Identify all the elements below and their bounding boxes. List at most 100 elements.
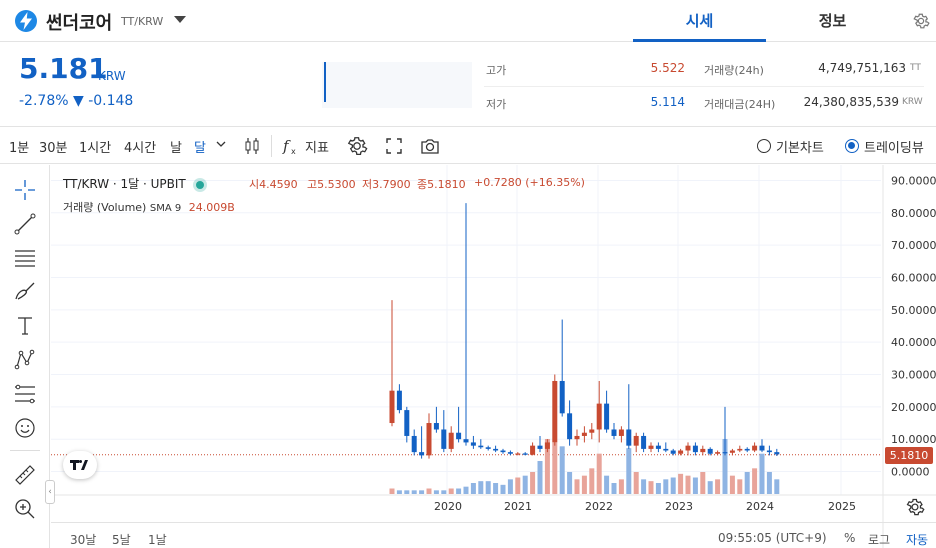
candle-body [389, 390, 395, 424]
volume-bar [574, 479, 580, 494]
y-tick-label: 70.0000 [891, 239, 936, 252]
chevron-down-icon[interactable] [214, 137, 228, 151]
volume-bar [530, 472, 536, 494]
candle-body [663, 448, 669, 451]
svg-text:x: x [291, 147, 296, 156]
crosshair-icon[interactable] [12, 177, 38, 203]
ruler-icon[interactable] [12, 462, 38, 488]
candle-body [685, 445, 691, 451]
emoji-icon[interactable] [12, 415, 38, 441]
range-1d[interactable]: 1날 [148, 533, 167, 547]
y-tick-label: 90.0000 [891, 174, 936, 187]
volume-value: 4,749,751,163 [818, 61, 906, 75]
volume-bar [537, 461, 543, 494]
low-value: 5.114 [650, 95, 685, 109]
volume-bar [663, 479, 669, 494]
volume-bar [589, 468, 595, 494]
x-tick-label: 2022 [585, 500, 613, 513]
volume-bar [692, 477, 698, 494]
volume-bar [522, 475, 528, 494]
tab-info[interactable]: 정보 [818, 12, 847, 30]
volume-bar [737, 479, 743, 494]
range-5d[interactable]: 5날 [112, 533, 131, 547]
candle-body [485, 447, 491, 449]
chevron-down-icon[interactable] [174, 16, 186, 23]
candle-body [559, 380, 565, 414]
low-label: 저가 [486, 98, 507, 111]
interval-1m[interactable]: 1분 [9, 141, 30, 156]
auto-toggle[interactable]: 자동 [906, 533, 929, 547]
candle-body [722, 452, 728, 454]
volume-bar [515, 477, 521, 494]
price-currency: KRW [98, 69, 126, 83]
y-tick-label: 0.0000 [891, 466, 930, 479]
candle-body [456, 432, 462, 440]
fib-icon[interactable] [12, 381, 38, 407]
volume-title: 거래량 (Volume) [63, 201, 147, 214]
amount-value: 24,380,835,539 [803, 95, 899, 109]
high-label: 고가 [486, 64, 507, 77]
percent-toggle[interactable]: % [844, 531, 856, 545]
tradingview-logo-icon[interactable] [63, 451, 97, 479]
interval-1h[interactable]: 1시간 [79, 141, 112, 156]
volume-bar [604, 475, 610, 494]
gear-icon[interactable] [912, 12, 930, 30]
current-price: 5.181 [19, 52, 108, 85]
pattern-icon[interactable] [12, 347, 38, 373]
horizontal-lines-icon[interactable] [12, 245, 38, 271]
volume-bar [426, 488, 432, 494]
ohlc-change: +0.7280 (+16.35%) [474, 176, 585, 189]
price-chart[interactable]: 90.0000 80.0000 70.0000 60.0000 50.0000 40.00… [51, 165, 936, 548]
candle-body [507, 452, 513, 454]
toolbar-divider [271, 135, 272, 157]
log-toggle[interactable]: 로그 [868, 533, 891, 547]
volume-bar [685, 475, 691, 494]
basic-chart-radio[interactable] [757, 139, 771, 153]
volume-bar [478, 481, 484, 494]
candle-body [626, 429, 632, 446]
interval-4h[interactable]: 4시간 [124, 141, 157, 156]
text-tool-icon[interactable] [12, 313, 38, 339]
volume-bar [633, 472, 639, 494]
camera-icon[interactable] [419, 135, 441, 157]
tradingview-radio[interactable] [845, 139, 859, 153]
candle-body [522, 453, 528, 455]
tab-price[interactable]: 시세 [633, 0, 766, 42]
interval-day[interactable]: 날 [170, 141, 182, 156]
y-tick-label: 60.0000 [891, 271, 936, 284]
interval-30m[interactable]: 30분 [39, 141, 68, 156]
fullscreen-icon[interactable] [383, 135, 405, 157]
collapse-toolbar-button[interactable]: ‹ [45, 480, 55, 504]
volume-bar [507, 479, 513, 494]
candle-body [470, 442, 476, 446]
chart-symbol: TT/KRW · 1달 · UPBIT [63, 177, 186, 191]
candle-body [463, 439, 469, 443]
coin-name[interactable]: 썬더코어 [46, 13, 113, 34]
settings-icon[interactable] [346, 135, 368, 157]
candle-body [648, 445, 654, 449]
volume-bar [722, 439, 728, 494]
basic-chart-label[interactable]: 기본차트 [776, 141, 824, 156]
tradingview-label[interactable]: 트레이딩뷰 [864, 141, 924, 156]
clock[interactable]: 09:55:05 (UTC+9) [718, 531, 827, 545]
candle-body [574, 435, 580, 440]
range-30d[interactable]: 30날 [70, 533, 97, 547]
volume-bar [567, 472, 573, 494]
brush-icon[interactable] [12, 279, 38, 305]
volume-bar [552, 442, 558, 494]
candle-body [774, 452, 780, 455]
candlestick-icon[interactable] [241, 135, 263, 157]
indicators-button[interactable]: 지표 [305, 141, 329, 156]
axis-settings-icon[interactable] [905, 497, 925, 517]
x-tick-label: 2024 [746, 500, 774, 513]
zoom-in-icon[interactable] [12, 496, 38, 522]
interval-month[interactable]: 달 [194, 141, 206, 156]
x-tick-label: 2023 [665, 500, 693, 513]
trend-line-icon[interactable] [12, 211, 38, 237]
volume-bar [433, 490, 439, 494]
coin-pair[interactable]: TT/KRW [121, 15, 164, 28]
candle-body [611, 429, 617, 436]
candle-body [552, 380, 558, 443]
volume-bar [774, 479, 780, 494]
